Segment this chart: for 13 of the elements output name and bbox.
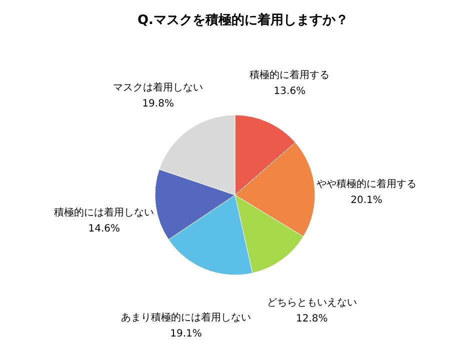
slice-label: マスクは着用しない [113, 82, 204, 94]
data-label: 20.1% [350, 194, 382, 206]
slice-label: 積極的には着用しない [54, 206, 154, 218]
data-label: 14.6% [88, 223, 120, 234]
data-label: 13.6% [274, 86, 306, 97]
data-label: 19.1% [170, 328, 202, 340]
data-label: 12.8% [296, 313, 328, 324]
slice-label: どちらともいえない [266, 297, 357, 308]
slice-label: 積極的に着用する [250, 68, 330, 81]
slice-label: やや積極的に着用する [316, 178, 417, 190]
slice-label: あまり積極的には着用しない [121, 312, 252, 324]
chart-title: Q.マスクを積極的に着用しますか？ [138, 12, 348, 28]
data-label: 19.8% [142, 98, 174, 110]
